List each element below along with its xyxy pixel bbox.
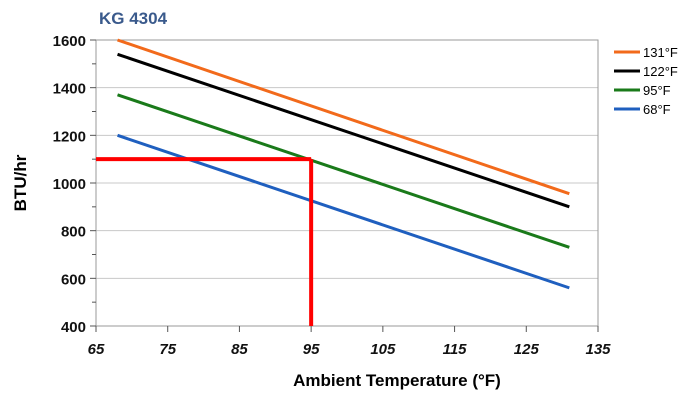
y-tick-label: 1000 [53,176,86,193]
y-tick-label: 600 [61,271,86,288]
legend-label: 95°F [643,83,671,98]
x-tick-label: 135 [585,341,611,358]
series-line [117,93,570,249]
x-tick-label: 65 [88,341,105,358]
x-tick-label: 95 [303,341,320,358]
x-axis-label: Ambient Temperature (°F) [293,371,501,390]
chart-title: KG 4304 [99,9,168,28]
x-tick-label: 85 [231,341,248,358]
series-line [117,38,570,196]
legend-label: 122°F [643,64,678,79]
x-tick-label: 125 [514,341,540,358]
y-tick-label: 800 [61,224,86,241]
legend-label: 68°F [643,102,671,117]
x-tick-label: 75 [159,341,176,358]
legend-label: 131°F [643,45,678,60]
y-axis-label: BTU/hr [11,154,30,211]
y-tick-label: 1400 [53,81,86,98]
series-line [117,52,570,209]
x-tick-label: 115 [443,341,468,358]
y-tick-label: 1200 [53,128,86,145]
y-tick-label: 1600 [53,33,86,50]
y-tick-label: 400 [61,319,86,336]
x-tick-label: 105 [370,341,396,358]
